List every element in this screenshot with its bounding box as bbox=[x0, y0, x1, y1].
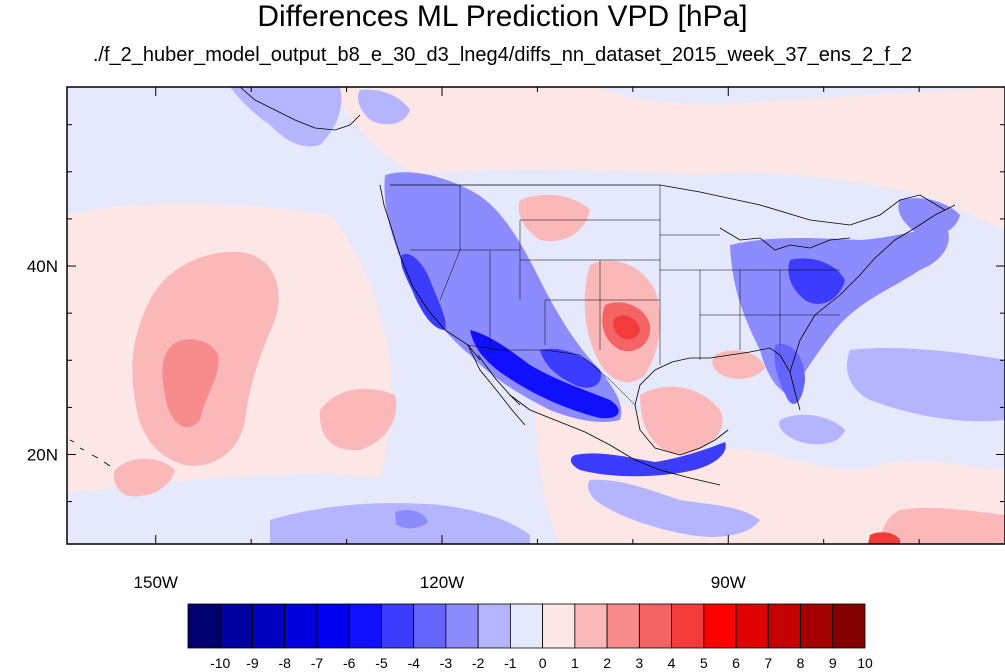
hawaii-islands bbox=[69, 439, 111, 467]
california-strong-negative bbox=[400, 254, 446, 330]
mexico-strong-negative bbox=[470, 330, 619, 419]
baja-coast bbox=[467, 344, 526, 426]
colorbar-swatch bbox=[413, 603, 447, 649]
new-england-negative bbox=[898, 198, 960, 236]
state-lines-central bbox=[520, 185, 661, 365]
colorbar-swatch bbox=[638, 603, 672, 649]
canada-border bbox=[390, 184, 946, 226]
west-texas-negative bbox=[540, 348, 601, 388]
colorbar-swatch bbox=[606, 603, 640, 649]
colorbar-label: 4 bbox=[668, 655, 676, 671]
colorbar-label: 0 bbox=[539, 655, 547, 671]
alaska-coast bbox=[239, 87, 361, 131]
gulf-east-positive bbox=[712, 350, 765, 379]
colorbar-label: 3 bbox=[635, 655, 643, 671]
colorbar-label: 2 bbox=[603, 655, 611, 671]
southern-mexico-negative bbox=[570, 442, 726, 477]
colorbar-swatch bbox=[800, 603, 834, 649]
lon-tick-label: 120W bbox=[420, 573, 464, 592]
colorbar: -10 -9 -8 -7 -6 -5 -4 -3 -2 -1 0 1 2 3 4 5 6 7 8 9 10 bbox=[187, 603, 873, 671]
us-west-coast bbox=[379, 184, 481, 361]
colorbar-label: 9 bbox=[829, 655, 837, 671]
field-layer bbox=[67, 87, 1005, 544]
colorbar-swatch bbox=[381, 603, 415, 649]
colorbar-swatch bbox=[445, 603, 479, 649]
colorbar-label: -7 bbox=[311, 655, 324, 671]
colorbar-label: 5 bbox=[700, 655, 708, 671]
colorbar-label: -9 bbox=[246, 655, 259, 671]
lat-tick-label: 40N bbox=[27, 257, 58, 276]
us-east-coast bbox=[789, 204, 956, 373]
colorbar-swatch bbox=[284, 603, 318, 649]
colorbar-swatch bbox=[348, 603, 382, 649]
colorbar-swatch bbox=[671, 603, 705, 649]
mexico-border bbox=[467, 344, 636, 406]
lat-tick-label: 20N bbox=[27, 445, 58, 464]
colorbar-label: -5 bbox=[375, 655, 388, 671]
colorbar-swatch bbox=[767, 603, 801, 649]
latitude-axis: 40N 20N bbox=[27, 124, 1005, 503]
colorbar-label: 1 bbox=[571, 655, 579, 671]
colorbar-label: 8 bbox=[797, 655, 805, 671]
northeast-pacific-negative bbox=[358, 89, 410, 125]
colorbar-swatch bbox=[509, 603, 544, 649]
colorbar-label: 6 bbox=[732, 655, 740, 671]
plains-positive-center bbox=[613, 315, 640, 340]
colorbar-label: 7 bbox=[764, 655, 772, 671]
state-borders bbox=[410, 185, 840, 406]
colorbar-label: -2 bbox=[472, 655, 485, 671]
colorbar-swatch bbox=[832, 603, 866, 649]
longitude-axis: 150W 120W 90W bbox=[134, 87, 920, 592]
caribbean-positive bbox=[880, 507, 1005, 544]
coastlines bbox=[69, 87, 956, 486]
plot-frame bbox=[66, 86, 1005, 545]
colorbar-label: -6 bbox=[343, 655, 356, 671]
great-lakes bbox=[719, 227, 851, 251]
pacific-positive-west bbox=[113, 458, 175, 497]
east-pacific-negative-core bbox=[395, 510, 428, 529]
colorbar-label: -3 bbox=[440, 655, 453, 671]
colorbar-swatch bbox=[735, 603, 769, 649]
colorbar-swatch bbox=[477, 603, 511, 649]
colorbar-swatch bbox=[316, 603, 350, 649]
colorbar-swatch bbox=[703, 603, 737, 649]
venezuela-positive-core bbox=[868, 532, 900, 544]
caribbean-negative bbox=[779, 414, 845, 445]
colorbar-label: -10 bbox=[210, 655, 230, 671]
positive-north bbox=[330, 87, 1005, 230]
colorbar-label: -1 bbox=[504, 655, 517, 671]
mexico-gulf-coast bbox=[634, 404, 729, 456]
gulf-positive bbox=[640, 386, 723, 455]
lon-tick-label: 150W bbox=[134, 573, 178, 592]
colorbar-label: 10 bbox=[857, 655, 873, 671]
map-title: Differences ML Prediction VPD [hPa] bbox=[257, 0, 748, 33]
mexico-west-coast bbox=[509, 394, 721, 486]
colorbar-swatch bbox=[252, 603, 286, 649]
state-lines-east bbox=[660, 234, 840, 360]
atlantic-negative bbox=[846, 348, 1005, 422]
colorbar-swatch bbox=[542, 603, 576, 649]
central-america-negative bbox=[587, 479, 760, 537]
pacific-positive-east bbox=[319, 388, 397, 451]
colorbar-swatch bbox=[574, 603, 608, 649]
pacific-positive-core bbox=[162, 339, 219, 428]
colorbar-label: -8 bbox=[278, 655, 291, 671]
colorbar-label: -4 bbox=[407, 655, 420, 671]
colorbar-swatch bbox=[219, 603, 253, 649]
dakota-positive bbox=[518, 194, 590, 242]
lon-tick-label: 90W bbox=[711, 573, 746, 592]
map-subtitle: ./f_2_huber_model_output_b8_e_30_d3_lneg… bbox=[92, 44, 913, 66]
colorbar-swatch bbox=[187, 603, 221, 649]
